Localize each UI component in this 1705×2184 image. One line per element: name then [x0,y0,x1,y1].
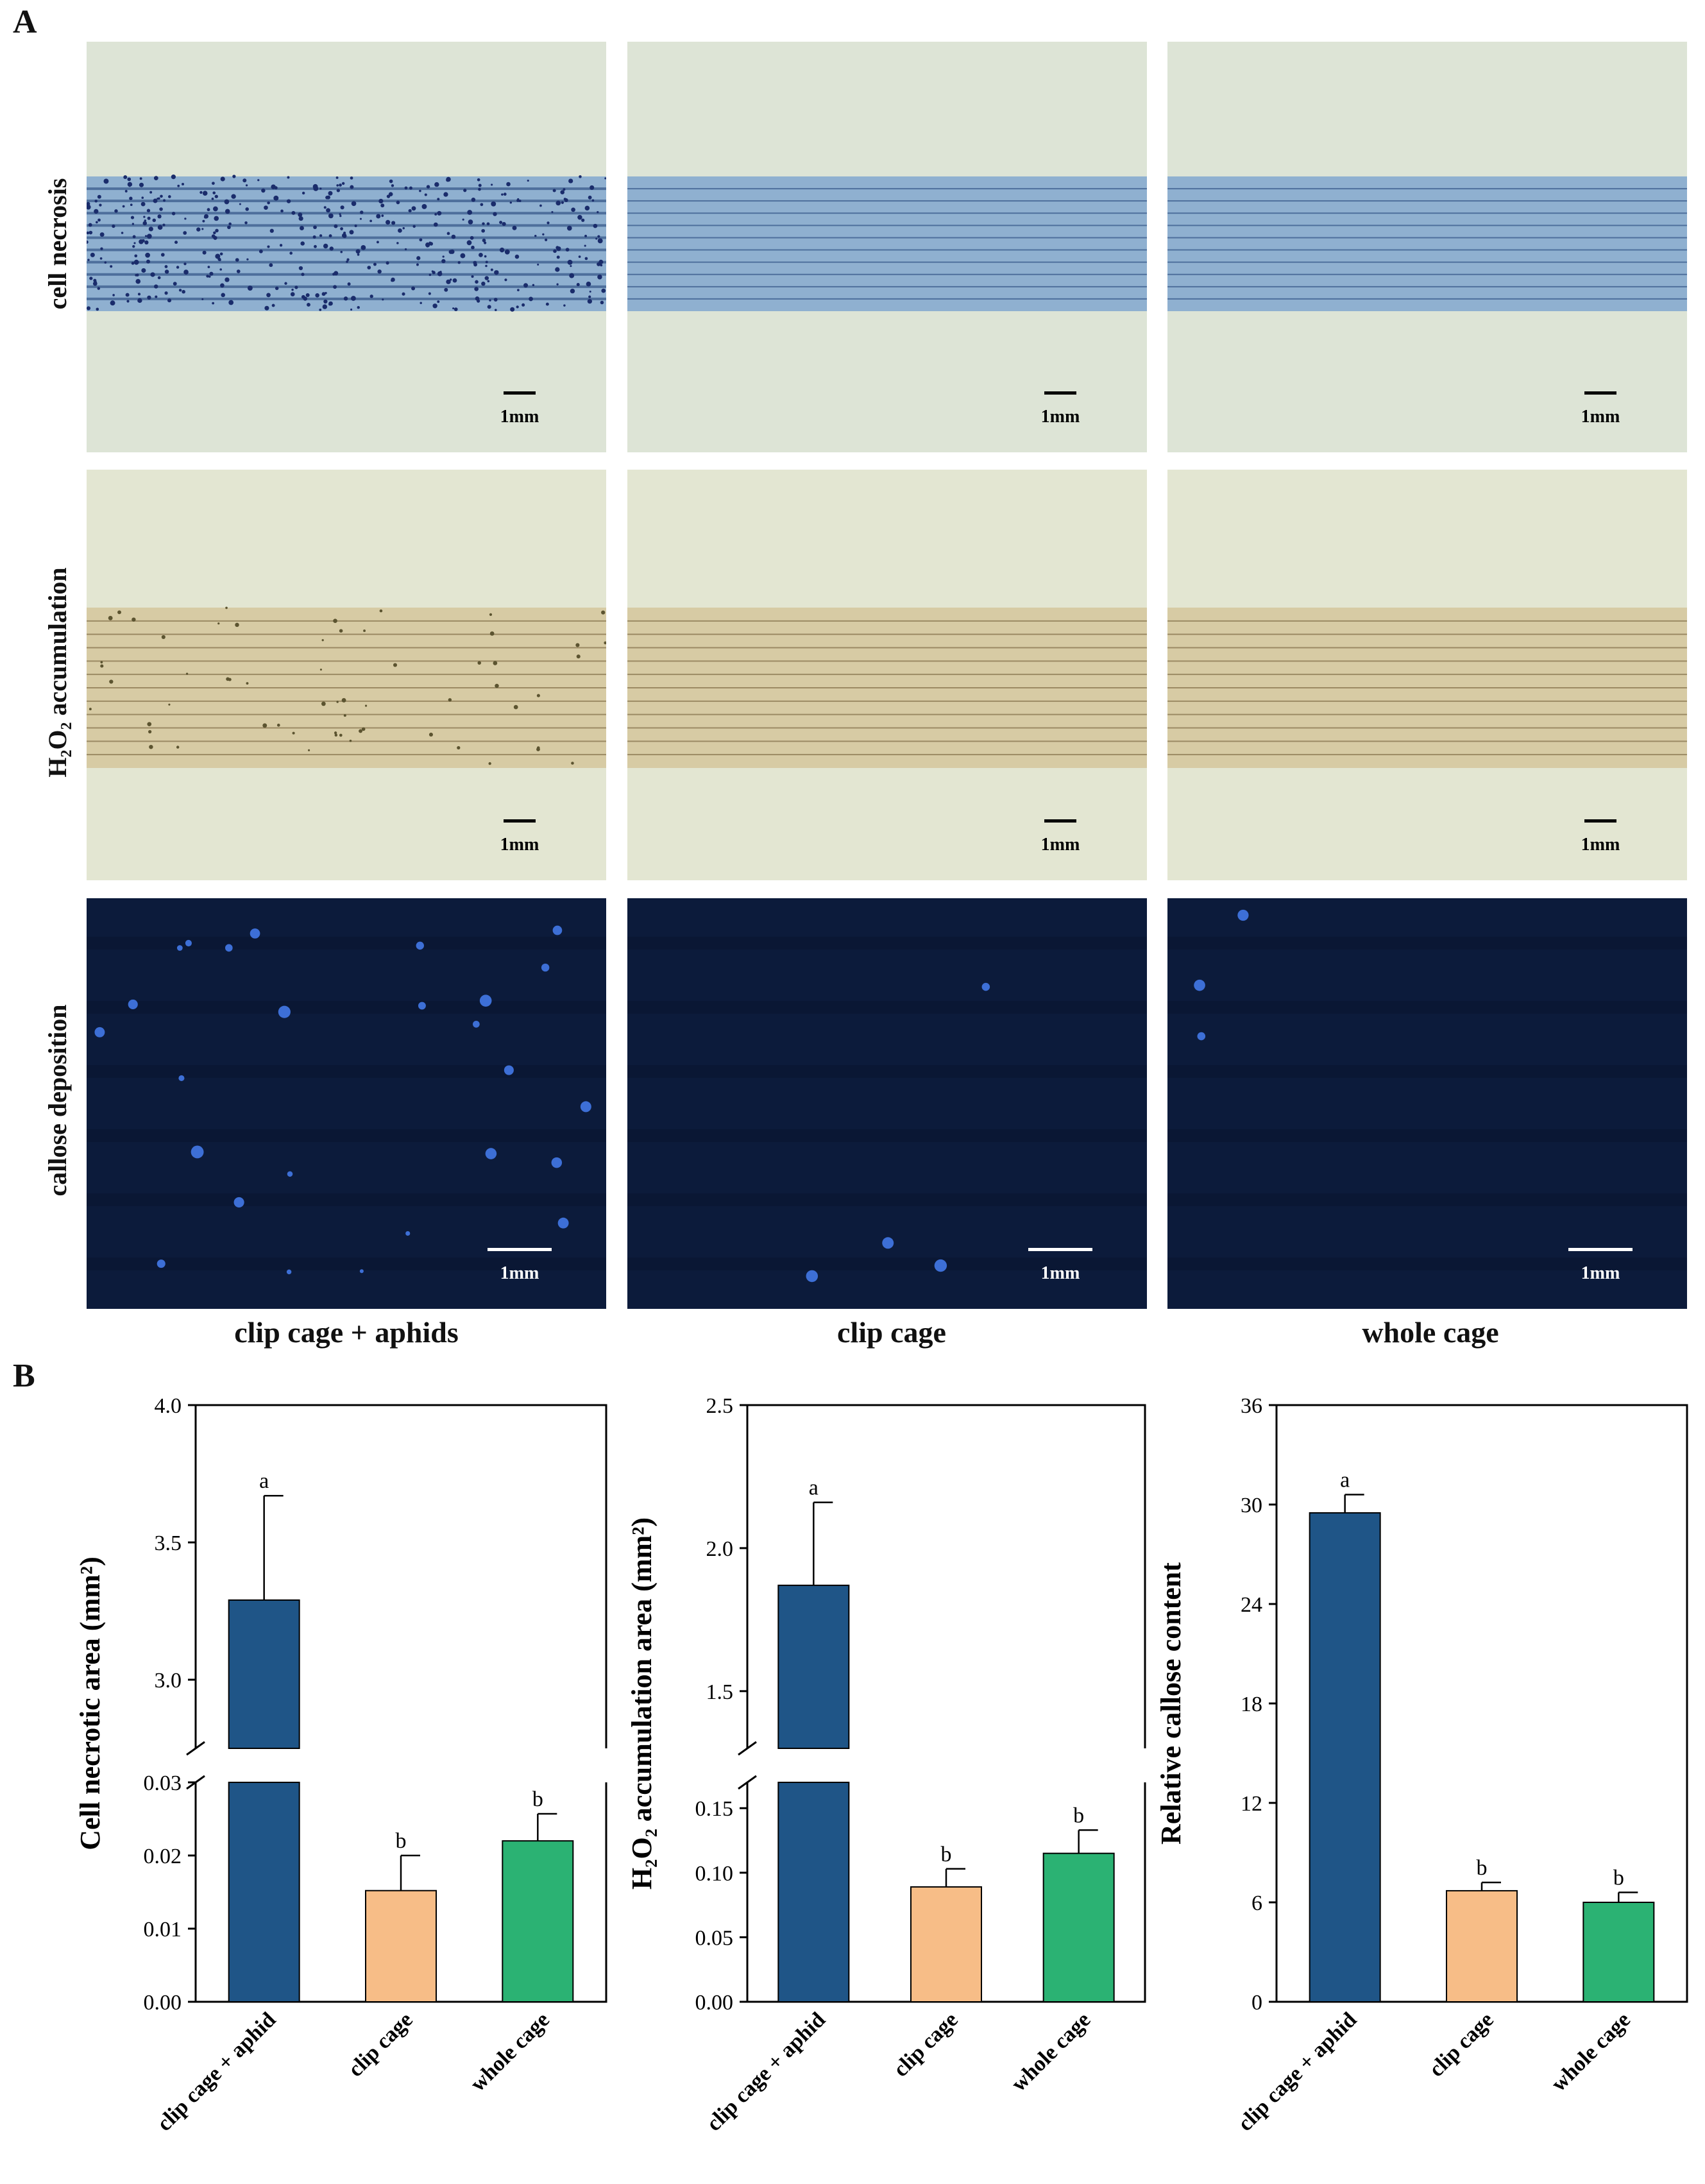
micrograph-h2o2-whole-cage: 1mm [1167,470,1687,880]
y-tick-label: 4.0 [155,1394,182,1418]
column-label-whole-cage: whole cage [1362,1316,1499,1349]
bar-clip-cage-aphid-lower [228,1782,300,2002]
x-tick-label: clip cage + aphid [153,2008,281,2136]
row-label-h2o2-accumulation: H₂O₂ accumulation [43,567,72,778]
x-tick-label: whole cage [466,2008,554,2096]
y-tick-label: 3.5 [155,1531,182,1555]
significance-letter: a [1340,1469,1350,1492]
bar-clip-cage-aphid [1309,1512,1381,2002]
y-tick-label: 0.15 [695,1797,734,1821]
y-tick-label: 0.03 [144,1771,182,1795]
scale-bar-label: 1mm [500,407,539,427]
y-axis-label: H₂O₂ accumulation area (mm²) [626,1517,657,1890]
scale-bar-label: 1mm [500,835,539,855]
y-tick-label: 6 [1251,1891,1262,1915]
x-tick-label: whole cage [1007,2008,1096,2096]
micrograph-cell-necrosis-clip-cage-aphids: 1mm [87,42,606,452]
y-tick-label: 2.5 [706,1394,734,1418]
y-axis-label: Relative callose content [1155,1562,1187,1845]
micrograph-h2o2-clip-cage-aphids: 1mm [87,470,606,880]
column-label-clip-cage: clip cage [837,1316,946,1349]
y-tick-label: 12 [1241,1792,1262,1816]
micrograph-cell-necrosis-clip-cage: 1mm [627,42,1147,452]
significance-letter: b [1613,1866,1624,1890]
bar-whole-cage [1042,1852,1115,2002]
plot-frame-upper [194,1404,607,1748]
bar-clip-cage [365,1890,437,2002]
scale-bar-label: 1mm [1041,1263,1080,1283]
column-label-clip-cage-aphids: clip cage + aphids [234,1316,459,1349]
significance-letter: b [532,1787,543,1811]
bar-whole-cage [502,1840,574,2003]
scale-bar-label: 1mm [1041,835,1080,855]
bar-charts: 0.00 0.01 0.02 0.03 3.0 3.5 4.0 Cell necrotic a… [74,1394,1688,2136]
y-tick-label: 30 [1241,1494,1262,1517]
y-tick-label: 0.00 [144,1991,182,2015]
y-tick-label: 1.5 [706,1680,734,1704]
plot-frame-upper [746,1404,1146,1748]
micrograph-h2o2-clip-cage: 1mm [627,470,1147,880]
bar-clip-cage-aphid-upper [228,1599,300,1749]
y-tick-label: 0.00 [695,1991,734,2015]
panel-b-label: B [13,1358,35,1394]
micrograph-callose-clip-cage: 1mm [627,898,1147,1309]
y-tick-label: 3.0 [155,1669,182,1693]
x-tick-label: clip cage + aphid [1234,2008,1362,2136]
significance-letter: a [259,1469,269,1493]
significance-letter: b [396,1829,407,1853]
bar-clip-cage-aphid-lower [777,1782,850,2002]
x-tick-label: clip cage [344,2008,418,2081]
x-tick-label: whole cage [1547,2008,1635,2096]
bar-clip-cage [910,1886,982,2002]
y-tick-label: 24 [1241,1593,1262,1617]
x-tick-label: clip cage + aphid [702,2008,830,2136]
significance-letter: b [1073,1804,1084,1827]
x-tick-label: clip cage [1425,2008,1498,2081]
significance-letter: a [809,1476,819,1500]
axis-break-mark [738,1775,757,1790]
axis-break-mark [186,1741,205,1756]
axis-break-mark [738,1741,757,1756]
significance-letter: b [1477,1856,1488,1880]
scale-bar-label: 1mm [500,1263,539,1283]
bar-clip-cage [1446,1890,1518,2003]
y-tick-label: 0.10 [695,1862,734,1886]
y-tick-label: 0 [1251,1991,1262,2015]
row-label-callose-deposition: callose deposition [43,1004,72,1197]
y-tick-label: 36 [1241,1394,1262,1418]
y-tick-label: 0.05 [695,1926,734,1950]
scale-bar-label: 1mm [1581,1263,1620,1283]
panel-a-label: A [13,4,37,40]
micrograph-cell-necrosis-whole-cage: 1mm [1167,42,1687,452]
scale-bar-label: 1mm [1581,835,1620,855]
row-label-cell-necrosis: cell necrosis [43,178,72,310]
bar-clip-cage-aphid-upper [777,1584,850,1749]
significance-letter: b [941,1843,952,1866]
micrograph-callose-whole-cage: 1mm [1167,898,1687,1309]
y-tick-label: 0.02 [144,1845,182,1868]
micrograph-callose-clip-cage-aphids: 1mm [87,898,606,1309]
y-axis-label: Cell necrotic area (mm²) [74,1557,106,1850]
x-tick-label: clip cage [889,2008,963,2081]
scale-bar-label: 1mm [1041,407,1080,427]
y-tick-label: 0.01 [144,1918,182,1941]
bar-whole-cage [1582,1902,1655,2002]
y-tick-label: 2.0 [706,1537,734,1561]
y-tick-label: 18 [1241,1693,1262,1716]
scale-bar-label: 1mm [1581,407,1620,427]
